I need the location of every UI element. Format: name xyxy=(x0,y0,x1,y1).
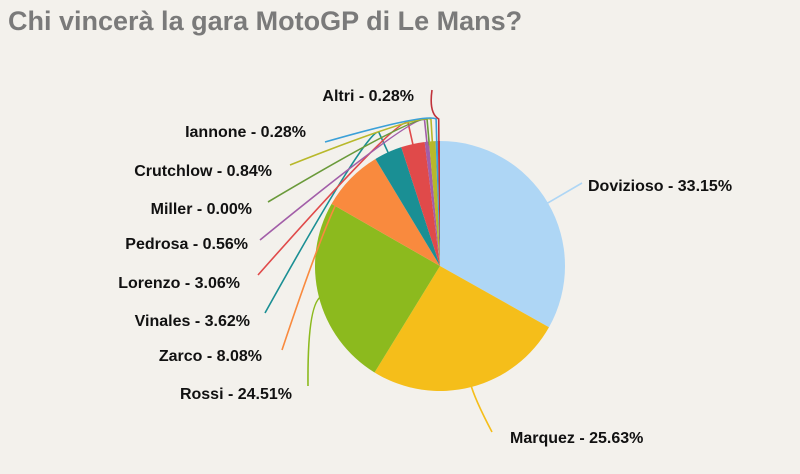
leader-line-crutchlow xyxy=(289,117,434,166)
data-label-dovizioso: Dovizioso - 33.15% xyxy=(588,178,732,195)
pie-slice-dovizioso xyxy=(440,141,565,328)
leader-line-dovizioso xyxy=(544,182,583,206)
leader-line-zarco xyxy=(281,179,355,351)
leader-line-altri xyxy=(430,89,440,146)
data-label-iannone: Iannone - 0.28% xyxy=(185,124,306,141)
data-label-zarco: Zarco - 8.08% xyxy=(159,348,262,365)
leader-line-iannone xyxy=(324,117,438,146)
pie-slice-zarco xyxy=(331,158,440,266)
pie-slice-altri xyxy=(437,141,440,266)
data-label-miller: Miller - 0.00% xyxy=(151,201,252,218)
pie-slice-rossi xyxy=(315,203,440,373)
leader-line-rossi xyxy=(307,295,324,387)
chart-title: Chi vincerà la gara MotoGP di Le Mans? xyxy=(8,6,523,36)
data-label-altri: Altri - 0.28% xyxy=(322,88,414,105)
pie-slice-pedrosa xyxy=(424,141,440,266)
pie-slice-vinales xyxy=(375,147,440,266)
leader-line-marquez xyxy=(469,382,493,433)
data-label-rossi: Rossi - 24.51% xyxy=(180,386,292,403)
data-label-vinales: Vinales - 3.62% xyxy=(135,313,250,330)
data-label-crutchlow: Crutchlow - 0.84% xyxy=(134,163,272,180)
pie-slice-iannone xyxy=(435,141,440,266)
pie-slice-lorenzo xyxy=(401,141,440,266)
data-label-lorenzo: Lorenzo - 3.06% xyxy=(118,275,240,292)
pie-slice-marquez xyxy=(374,266,549,392)
pie-slice-crutchlow xyxy=(429,141,440,266)
data-label-pedrosa: Pedrosa - 0.56% xyxy=(125,236,248,253)
data-label-marquez: Marquez - 25.63% xyxy=(510,430,643,447)
